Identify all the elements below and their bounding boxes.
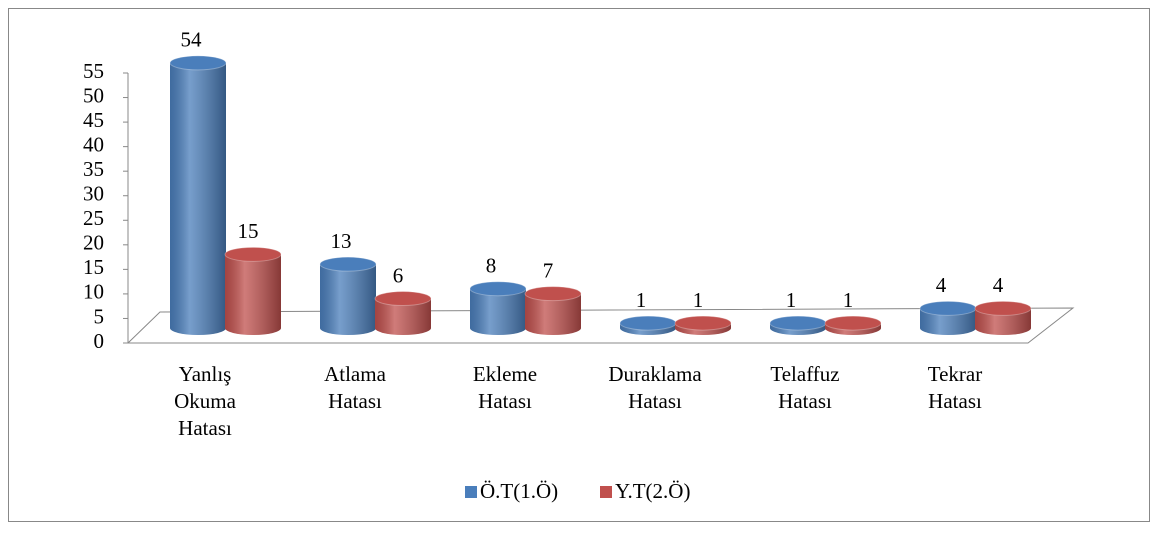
y-tick-label: 45: [83, 108, 104, 132]
y-tick-label: 0: [94, 329, 105, 353]
cylinder-shade: [920, 308, 976, 335]
y-tick-label: 10: [83, 280, 104, 304]
legend-swatch: [465, 486, 477, 498]
legend-label: Y.T(2.Ö): [615, 479, 690, 503]
cylinder-shade: [170, 62, 226, 336]
value-label: 8: [486, 254, 497, 278]
cylinder-top: [169, 55, 227, 71]
cylinder-shade: [470, 288, 526, 335]
value-label: 4: [993, 273, 1004, 297]
y-tick-label: 25: [83, 206, 104, 230]
y-tick-label: 30: [83, 182, 104, 206]
cylinder-top: [469, 281, 527, 297]
value-label: 1: [693, 288, 704, 312]
y-tick-label: 55: [83, 59, 104, 83]
y-tick-label: 40: [83, 132, 104, 156]
y-tick-label: 35: [83, 157, 104, 181]
value-label: 1: [786, 288, 797, 312]
x-tick-label: Yanlış Okuma Hatası: [174, 362, 237, 440]
value-label: 15: [238, 219, 259, 243]
value-label: 1: [843, 288, 854, 312]
x-tick-label: Duraklama Hatası: [608, 362, 702, 413]
y-tick-label: 20: [83, 231, 104, 255]
value-label: 13: [331, 229, 352, 253]
cylinder-top: [374, 291, 432, 307]
y-tick-label: 5: [94, 304, 105, 328]
legend-label: Ö.T(1.Ö): [480, 479, 558, 503]
value-label: 1: [636, 288, 647, 312]
value-label: 7: [543, 258, 554, 282]
cylinder-top: [824, 315, 882, 331]
cylinder-shade: [375, 298, 431, 335]
cylinder-top: [769, 315, 827, 331]
cylinder-top: [674, 315, 732, 331]
cylinder-top: [319, 256, 377, 272]
cylinder-top: [224, 246, 282, 262]
legend-swatch: [600, 486, 612, 498]
y-tick-label: 50: [83, 83, 104, 107]
y-tick-label: 15: [83, 255, 104, 279]
x-tick-label: Ekleme Hatası: [473, 362, 537, 413]
cylinder-shade: [975, 308, 1031, 335]
cylinder-top: [974, 300, 1032, 316]
value-label: 4: [936, 273, 947, 297]
cylinder-top: [619, 315, 677, 331]
cylinder-top: [524, 286, 582, 302]
value-label: 6: [393, 263, 404, 287]
x-tick-label: Telaffuz Hatası: [770, 362, 839, 413]
cylinder-shade: [320, 264, 376, 335]
cylinder-shade: [225, 254, 281, 335]
cylinder-shade: [525, 293, 581, 335]
cylinder-top: [919, 300, 977, 316]
x-tick-label: Tekrar Hatası: [928, 362, 983, 413]
value-label: 54: [181, 28, 203, 52]
x-tick-label: Atlama Hatası: [324, 362, 386, 413]
